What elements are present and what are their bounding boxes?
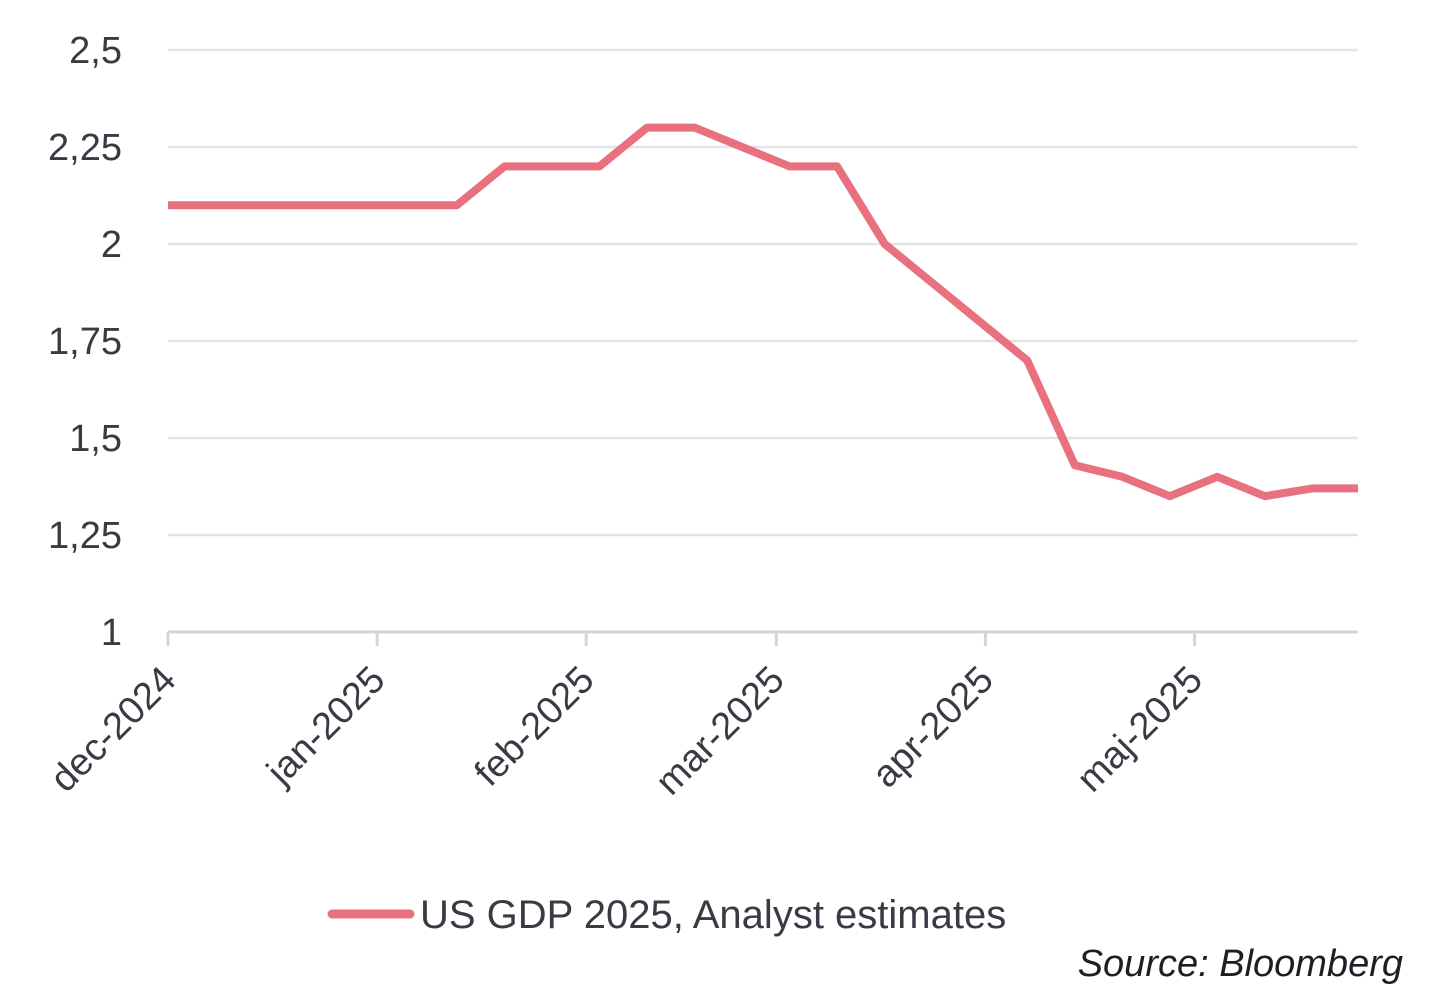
x-tick-label: dec-2024 bbox=[43, 659, 185, 801]
x-tick-label: mar-2025 bbox=[648, 659, 793, 804]
legend-label: US GDP 2025, Analyst estimates bbox=[420, 893, 1006, 937]
y-tick-label: 1,5 bbox=[69, 418, 122, 460]
y-tick-label: 2,5 bbox=[69, 30, 122, 72]
legend: US GDP 2025, Analyst estimates bbox=[327, 893, 1006, 937]
gridlines bbox=[168, 48, 1358, 634]
y-axis-labels: 1 1,25 1,5 1,75 2 2,25 2,5 bbox=[48, 30, 122, 654]
series-line bbox=[168, 123, 1358, 501]
source-note: Source: Bloomberg bbox=[1078, 943, 1403, 985]
x-tick-label: jan-2025 bbox=[258, 659, 393, 794]
x-tick-label: apr-2025 bbox=[865, 659, 1002, 796]
y-tick-label: 1,75 bbox=[48, 321, 122, 363]
x-axis-labels: dec-2024 jan-2025 feb-2025 mar-2025 apr-2025… bbox=[43, 659, 1211, 804]
y-tick-label: 1 bbox=[101, 612, 122, 654]
y-tick-label: 2 bbox=[101, 224, 122, 266]
x-axis bbox=[166, 632, 1197, 646]
x-tick-label: feb-2025 bbox=[467, 659, 603, 795]
y-tick-label: 2,25 bbox=[48, 127, 122, 169]
y-tick-label: 1,25 bbox=[48, 515, 122, 557]
series bbox=[168, 123, 1358, 501]
x-tick-label: maj-2025 bbox=[1069, 659, 1211, 801]
